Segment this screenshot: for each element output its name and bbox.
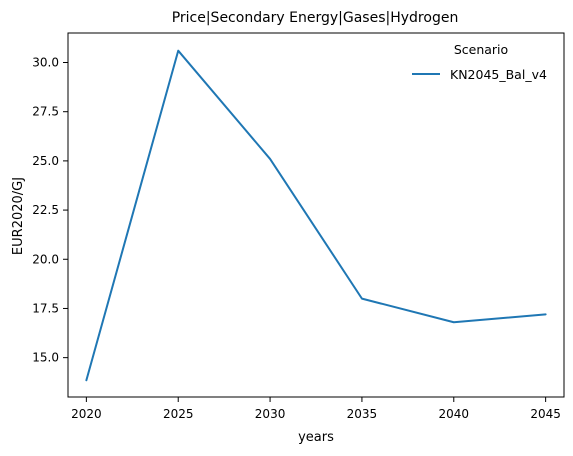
x-tick-label: 2035 [347,407,378,421]
x-axis-ticks: 2020 2025 2030 2035 2040 2045 [71,397,561,421]
x-tick-label: 2040 [439,407,470,421]
y-tick-label: 17.5 [32,301,59,315]
legend-title: Scenario [454,42,508,57]
y-tick-label: 15.0 [32,351,59,365]
legend-series-label: KN2045_Bal_v4 [450,67,547,82]
chart-title: Price|Secondary Energy|Gases|Hydrogen [172,10,459,26]
x-tick-label: 2020 [71,407,102,421]
x-tick-label: 2025 [163,407,194,421]
y-tick-label: 22.5 [32,203,59,217]
y-tick-label: 30.0 [32,56,59,70]
series-layer [85,49,547,382]
x-tick-label: 2045 [530,407,561,421]
y-axis-label: EUR2020/GJ [11,177,26,255]
legend: Scenario KN2045_Bal_v4 [412,42,547,82]
y-tick-label: 27.5 [32,105,59,119]
x-tick-label: 2030 [255,407,286,421]
y-tick-label: 20.0 [32,252,59,266]
x-axis-label: years [298,430,334,445]
plot-area-frame [67,32,565,398]
y-tick-label: 25.0 [32,154,59,168]
series-line-0 [85,49,547,382]
y-axis-ticks: 15.0 17.5 20.0 22.5 25.0 27.5 30.0 [32,56,68,365]
